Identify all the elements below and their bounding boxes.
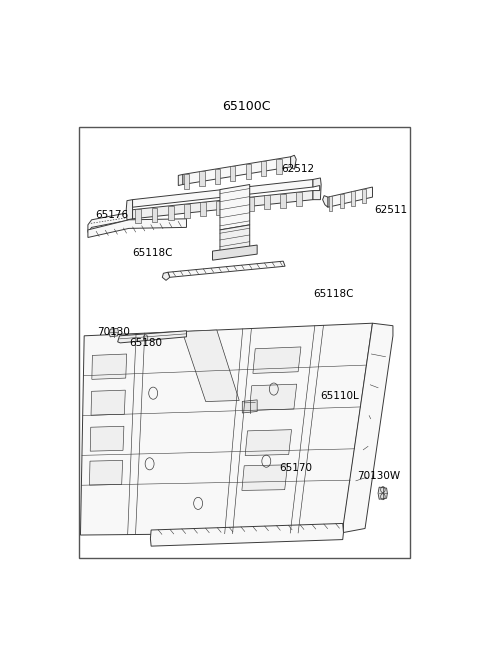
Polygon shape — [216, 200, 222, 215]
Polygon shape — [184, 204, 190, 218]
Polygon shape — [362, 189, 366, 203]
Polygon shape — [323, 196, 328, 207]
Polygon shape — [178, 174, 183, 185]
Polygon shape — [162, 272, 170, 280]
Text: 70130W: 70130W — [358, 471, 401, 481]
Polygon shape — [135, 210, 142, 223]
Polygon shape — [261, 161, 266, 176]
Polygon shape — [90, 426, 124, 451]
Polygon shape — [220, 185, 250, 230]
Text: 65110L: 65110L — [321, 391, 359, 402]
Polygon shape — [253, 347, 301, 373]
Polygon shape — [168, 206, 173, 220]
Polygon shape — [242, 465, 288, 491]
Polygon shape — [109, 328, 119, 337]
Text: 65176: 65176 — [96, 210, 129, 220]
Polygon shape — [91, 390, 125, 415]
Text: 65170: 65170 — [279, 463, 312, 473]
Polygon shape — [132, 191, 313, 219]
Polygon shape — [81, 323, 372, 535]
Polygon shape — [183, 157, 290, 185]
Polygon shape — [378, 487, 387, 499]
Polygon shape — [132, 179, 313, 207]
Polygon shape — [199, 171, 204, 187]
Polygon shape — [290, 155, 296, 170]
Text: 65118C: 65118C — [313, 290, 353, 299]
Polygon shape — [150, 523, 344, 546]
Polygon shape — [215, 169, 220, 184]
Text: 65118C: 65118C — [132, 248, 173, 257]
Polygon shape — [340, 194, 344, 208]
Polygon shape — [232, 199, 238, 213]
Polygon shape — [296, 192, 302, 206]
Polygon shape — [264, 195, 270, 210]
Polygon shape — [351, 191, 355, 206]
Bar — [79, 126, 409, 558]
Polygon shape — [328, 187, 372, 207]
Polygon shape — [168, 261, 285, 277]
Polygon shape — [184, 174, 189, 189]
Text: 62512: 62512 — [281, 164, 314, 174]
Polygon shape — [89, 460, 122, 485]
Polygon shape — [182, 330, 239, 402]
Polygon shape — [152, 208, 157, 221]
Polygon shape — [242, 400, 257, 413]
Text: 65180: 65180 — [129, 338, 162, 348]
Polygon shape — [200, 202, 205, 216]
Polygon shape — [250, 384, 297, 411]
Polygon shape — [213, 245, 257, 260]
Polygon shape — [248, 197, 254, 211]
Text: 65100C: 65100C — [222, 100, 270, 113]
Polygon shape — [246, 164, 251, 179]
Polygon shape — [92, 354, 127, 379]
Polygon shape — [126, 200, 132, 220]
Polygon shape — [313, 178, 321, 200]
Polygon shape — [276, 159, 282, 174]
Polygon shape — [344, 323, 393, 533]
Text: 62511: 62511 — [374, 205, 408, 215]
Polygon shape — [88, 214, 129, 233]
Polygon shape — [220, 225, 250, 255]
Polygon shape — [329, 196, 333, 211]
Polygon shape — [245, 430, 291, 455]
Text: 70130: 70130 — [97, 328, 130, 337]
Polygon shape — [88, 219, 186, 238]
Polygon shape — [280, 194, 286, 208]
Polygon shape — [118, 331, 186, 343]
Polygon shape — [230, 166, 236, 181]
